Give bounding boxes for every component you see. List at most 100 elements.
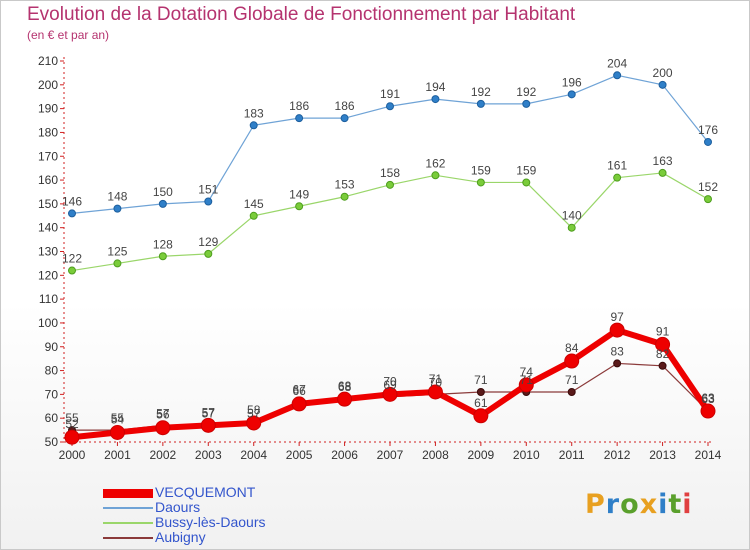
data-label: 191 — [380, 87, 400, 101]
data-label: 150 — [153, 185, 173, 199]
y-tick-label: 130 — [38, 245, 58, 259]
x-tick-label: 2012 — [604, 448, 631, 462]
data-point — [155, 420, 171, 436]
data-point — [113, 204, 122, 213]
logo-letter: o — [620, 489, 640, 520]
data-label: 159 — [516, 163, 536, 177]
data-point — [567, 387, 576, 396]
data-label-layer: 146 148 150 151 183 186 186 191 194 192 192 196 204 2… — [62, 56, 718, 431]
data-point — [204, 197, 213, 206]
data-label: 63 — [701, 392, 715, 406]
data-point — [431, 171, 440, 180]
x-tick-label: 2002 — [150, 448, 177, 462]
data-point — [522, 178, 531, 187]
data-point — [158, 252, 167, 261]
data-point — [658, 168, 667, 177]
y-tick-label: 150 — [38, 197, 58, 211]
series-layer — [64, 71, 716, 445]
data-label: 192 — [516, 85, 536, 99]
x-tick-label: 2001 — [104, 448, 131, 462]
logo-letter: P — [585, 489, 606, 520]
chart-title: Evolution de la Dotation Globale de Fonc… — [27, 4, 576, 25]
data-point — [340, 114, 349, 123]
x-tick-label: 2005 — [286, 448, 313, 462]
data-label: 71 — [429, 372, 443, 386]
legend-swatch — [103, 489, 153, 498]
y-tick-label: 50 — [45, 435, 59, 449]
data-label: 68 — [338, 380, 352, 394]
y-tick-label: 70 — [45, 387, 59, 401]
data-point — [386, 102, 394, 111]
data-point — [658, 361, 667, 370]
data-label: 176 — [698, 123, 718, 137]
x-tick-label: 2013 — [649, 448, 676, 462]
chart-subtitle: (en € et par an) — [27, 28, 110, 42]
data-point — [704, 195, 712, 204]
data-label: 55 — [111, 411, 125, 425]
series-vecquemont — [64, 322, 716, 445]
data-label: 161 — [607, 159, 627, 173]
data-label: 83 — [610, 344, 624, 358]
data-point — [613, 71, 622, 80]
x-tick-label: 2000 — [59, 448, 86, 462]
data-label: 68 — [338, 379, 352, 393]
data-label: 71 — [474, 373, 488, 387]
data-point — [704, 137, 712, 146]
data-point — [249, 121, 258, 130]
y-tick-label: 90 — [45, 340, 59, 354]
y-tick-label: 140 — [38, 221, 58, 235]
x-tick-label: 2007 — [377, 448, 404, 462]
data-point — [564, 353, 580, 369]
y-tick-label: 60 — [45, 411, 59, 425]
legend-label: Aubigny — [155, 529, 206, 545]
data-point — [476, 99, 485, 108]
data-label: 153 — [335, 178, 355, 192]
data-point — [613, 173, 622, 182]
legend-swatch — [103, 537, 153, 539]
y-tick-label: 190 — [38, 102, 58, 116]
data-label: 82 — [656, 347, 670, 361]
data-point — [473, 408, 489, 424]
data-label: 152 — [698, 180, 718, 194]
data-label: 163 — [653, 154, 673, 168]
data-label: 186 — [335, 99, 355, 113]
data-label: 194 — [425, 80, 445, 94]
chart-axes: 50 60 70 80 90 100 110 120 130 140 150 160 170 180 190… — [38, 54, 722, 462]
data-point — [249, 211, 258, 220]
data-point — [340, 192, 349, 201]
data-label: 162 — [425, 156, 445, 170]
data-label: 70 — [429, 375, 443, 389]
y-tick-label: 80 — [45, 364, 59, 378]
series-bussy-l-s-daours — [68, 168, 712, 275]
data-label: 71 — [520, 373, 534, 387]
data-point — [655, 336, 671, 352]
logo-letter: i — [682, 489, 693, 520]
data-label: 149 — [289, 187, 309, 201]
data-point — [246, 415, 262, 431]
data-label: 158 — [380, 166, 400, 180]
x-tick-label: 2008 — [422, 448, 449, 462]
data-point — [427, 384, 443, 400]
data-point — [522, 99, 531, 108]
data-point — [518, 377, 534, 393]
data-label: 67 — [292, 383, 306, 397]
data-point — [113, 259, 122, 268]
data-point — [295, 202, 304, 211]
data-point — [158, 199, 167, 208]
data-label: 55 — [65, 411, 79, 425]
data-point — [109, 424, 125, 440]
data-point — [476, 387, 485, 396]
data-label: 196 — [562, 75, 582, 89]
data-point — [64, 429, 80, 445]
data-label: 151 — [198, 182, 218, 196]
data-label: 57 — [156, 406, 170, 420]
y-tick-label: 200 — [38, 78, 58, 92]
data-point — [567, 90, 576, 99]
y-tick-label: 120 — [38, 268, 58, 282]
data-label: 128 — [153, 237, 173, 251]
data-label: 186 — [289, 99, 309, 113]
data-point — [476, 178, 485, 187]
x-tick-label: 2010 — [513, 448, 540, 462]
data-label: 58 — [247, 403, 261, 417]
data-point — [382, 386, 398, 402]
